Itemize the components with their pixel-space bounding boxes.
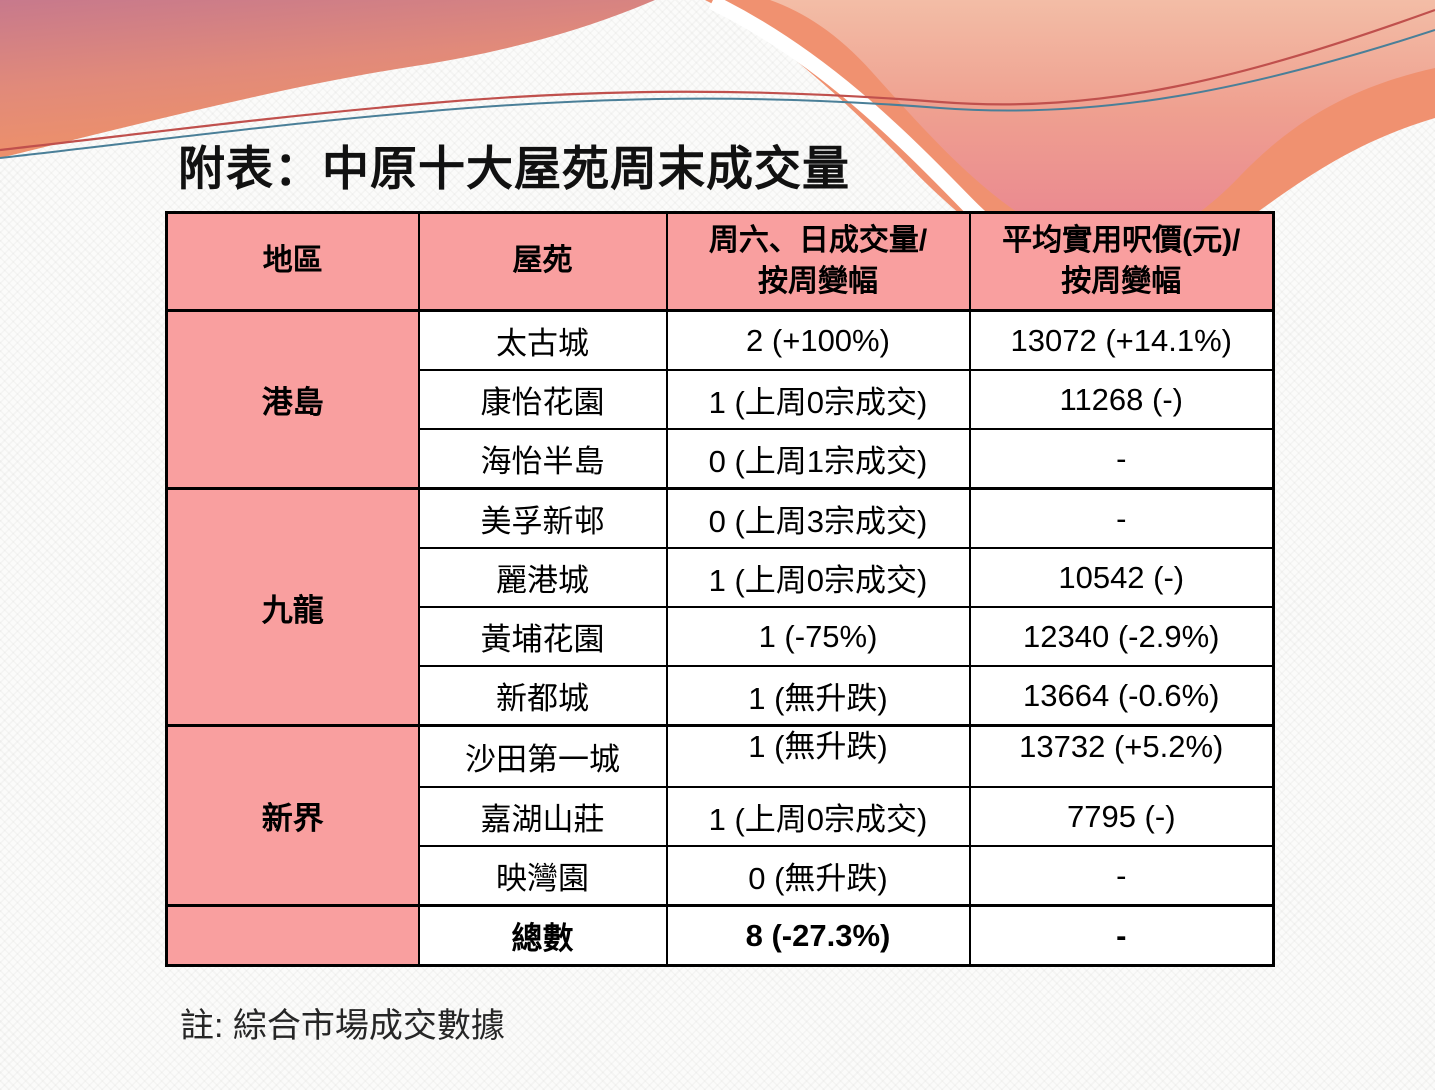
table-row: 新界 沙田第一城 1 (無升跌) 13732 (+5.2%) — [165, 724, 1275, 907]
price-cell: - — [968, 487, 1275, 549]
table-row: 海怡半島 0 (上周1宗成交) - — [167, 428, 1275, 490]
volume-cell: 0 (上周1宗成交) — [665, 428, 971, 490]
table-row: 黃埔花園 1 (-75%) 12340 (-2.9%) — [167, 606, 1275, 667]
estate-cell: 麗港城 — [417, 547, 668, 608]
price-cell: 13664 (-0.6%) — [968, 665, 1275, 727]
price-column-header: 平均實用呎價(元)/ 按周變幅 — [968, 211, 1275, 312]
weekend-transactions-table: 地區 屋苑 周六、日成交量/ 按周變幅 平均實用呎價(元)/ 按周變幅 港島 太… — [165, 211, 1275, 967]
estate-cell: 嘉湖山莊 — [417, 786, 668, 847]
estate-cell: 映灣園 — [417, 845, 668, 907]
wave-right-rose-shape — [770, 0, 1435, 245]
volume-cell: 2 (+100%) — [665, 309, 971, 371]
total-volume-cell: 8 (-27.3%) — [665, 904, 971, 967]
price-cell: 7795 (-) — [968, 786, 1275, 847]
price-cell: 13732 (+5.2%) — [968, 724, 1275, 788]
table-row: 港島 太古城 2 (+100%) 13072 (+14.1%) — [165, 309, 1275, 490]
estate-cell: 美孚新邨 — [417, 487, 668, 549]
table-row: 嘉湖山莊 1 (上周0宗成交) 7795 (-) — [167, 786, 1275, 847]
total-price-cell: - — [968, 904, 1275, 967]
volume-cell: 0 (無升跌) — [665, 845, 971, 907]
table-row: 映灣園 0 (無升跌) - — [167, 845, 1275, 907]
volume-cell: 1 (無升跌) — [665, 665, 971, 727]
table-row: 九龍 美孚新邨 0 (上周3宗成交) - — [165, 487, 1275, 727]
estate-cell: 新都城 — [417, 665, 668, 727]
price-cell: 12340 (-2.9%) — [968, 606, 1275, 667]
region-cell: 港島 — [165, 309, 420, 490]
table-row: 麗港城 1 (上周0宗成交) 10542 (-) — [167, 547, 1275, 608]
estate-cell: 太古城 — [417, 309, 668, 371]
slide-footnote: 註: 綜合市場成交數據 — [180, 1007, 505, 1045]
volume-cell: 0 (上周3宗成交) — [665, 487, 971, 549]
region-column-header: 地區 — [165, 211, 420, 312]
accent-line-red — [0, 8, 1435, 152]
table-row: 新都城 1 (無升跌) 13664 (-0.6%) — [167, 665, 1275, 727]
volume-cell: 1 (上周0宗成交) — [665, 369, 971, 430]
volume-column-header: 周六、日成交量/ 按周變幅 — [665, 211, 971, 312]
estate-column-header: 屋苑 — [417, 211, 668, 312]
price-cell: - — [968, 845, 1275, 907]
volume-cell: 1 (-75%) — [665, 606, 971, 667]
region-cell: 九龍 — [165, 487, 420, 727]
total-row: 總數 8 (-27.3%) - — [165, 904, 1275, 967]
region-cell-empty — [165, 904, 420, 967]
estate-cell: 康怡花園 — [417, 369, 668, 430]
volume-cell: 1 (上周0宗成交) — [665, 786, 971, 847]
total-label-cell: 總數 — [417, 904, 668, 967]
volume-cell: 1 (無升跌) — [665, 724, 971, 788]
header-row: 地區 屋苑 周六、日成交量/ 按周變幅 平均實用呎價(元)/ 按周變幅 — [165, 211, 1275, 312]
volume-cell: 1 (上周0宗成交) — [665, 547, 971, 608]
estate-cell: 黃埔花園 — [417, 606, 668, 667]
price-cell: 13072 (+14.1%) — [968, 309, 1275, 371]
slide-title: 附表：中原十大屋苑周末成交量 — [178, 142, 850, 195]
estate-cell: 沙田第一城 — [417, 724, 668, 788]
price-cell: 11268 (-) — [968, 369, 1275, 430]
table-row: 康怡花園 1 (上周0宗成交) 11268 (-) — [167, 369, 1275, 430]
price-cell: - — [968, 428, 1275, 490]
price-cell: 10542 (-) — [968, 547, 1275, 608]
estate-cell: 海怡半島 — [417, 428, 668, 490]
region-cell: 新界 — [165, 724, 420, 907]
